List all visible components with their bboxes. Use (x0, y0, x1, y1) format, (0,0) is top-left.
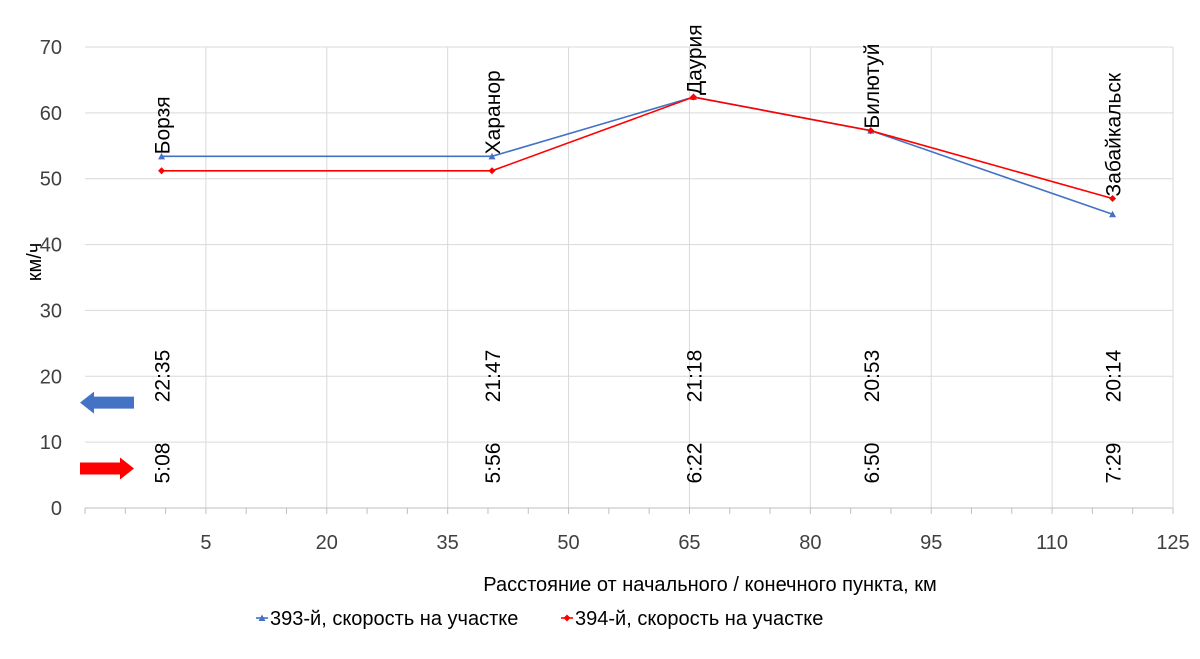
series-group (158, 93, 1117, 218)
time-forward-label: 5:56 (482, 443, 505, 484)
time-forward-label: 6:50 (861, 443, 884, 484)
arrow-right-icon (80, 457, 134, 480)
time-forward-label: 6:22 (683, 443, 706, 484)
series-1-marker (488, 152, 496, 160)
series-2-marker (1109, 194, 1117, 202)
x-tick-label: 5 (200, 532, 211, 554)
station-label: Билютуй (861, 43, 884, 128)
legend-label: 394-й, скорость на участке (575, 608, 823, 630)
station-label: Борзя (152, 96, 175, 154)
legend: 393-й, скорость на участке 394-й, скорост… (256, 608, 823, 630)
y-tick-label: 70 (40, 37, 62, 59)
annotations: Борзя 22:35 5:08 Харанор 21:47 5:56 Даурия 21:1… (80, 24, 1126, 483)
x-tick-label: 110 (1036, 532, 1068, 554)
series-2-marker (867, 127, 875, 135)
x-tick-label: 20 (316, 532, 338, 554)
time-back-label: 21:18 (683, 350, 706, 403)
y-tick-label: 50 (40, 169, 62, 191)
x-tick-label: 65 (678, 532, 700, 554)
series-2-marker (689, 93, 697, 101)
y-tick-label: 0 (51, 498, 62, 520)
series-2-marker (158, 167, 166, 175)
legend-marker (563, 614, 571, 622)
time-forward-label: 7:29 (1103, 443, 1126, 484)
y-axis-title: км/ч (24, 243, 46, 281)
station-label: Забайкальск (1103, 72, 1126, 196)
station-label: Харанор (482, 70, 505, 154)
y-tick-label: 60 (40, 103, 62, 125)
time-back-label: 22:35 (152, 350, 175, 403)
grid (85, 46, 1174, 508)
series-1-marker (1109, 210, 1117, 218)
time-back-label: 21:47 (482, 350, 505, 403)
x-tick-label: 125 (1156, 532, 1189, 554)
time-back-label: 20:14 (1103, 349, 1126, 402)
legend-marker (258, 614, 266, 621)
x-tick-label: 35 (437, 532, 459, 554)
y-tick-label: 20 (40, 366, 62, 388)
series-2-marker (488, 167, 496, 175)
y-tick-label: 30 (40, 300, 62, 322)
arrow-left-icon (80, 391, 134, 414)
series-1-marker (158, 152, 166, 160)
y-tick-label: 40 (40, 235, 62, 257)
x-tick-label: 50 (557, 532, 579, 554)
axes: 5 20 35 50 65 80 95 110 125 0 10 20 30 40 50 60 70 (40, 37, 1190, 554)
station-label: Даурия (683, 24, 706, 95)
legend-label: 393-й, скорость на участке (270, 608, 518, 630)
x-tick-label: 95 (920, 532, 942, 554)
time-forward-label: 5:08 (152, 443, 175, 484)
x-axis-title: Расстояние от начального / конечного пун… (483, 574, 936, 596)
x-tick-label: 80 (799, 532, 821, 554)
time-back-label: 20:53 (861, 350, 884, 403)
y-tick-label: 10 (40, 432, 62, 454)
